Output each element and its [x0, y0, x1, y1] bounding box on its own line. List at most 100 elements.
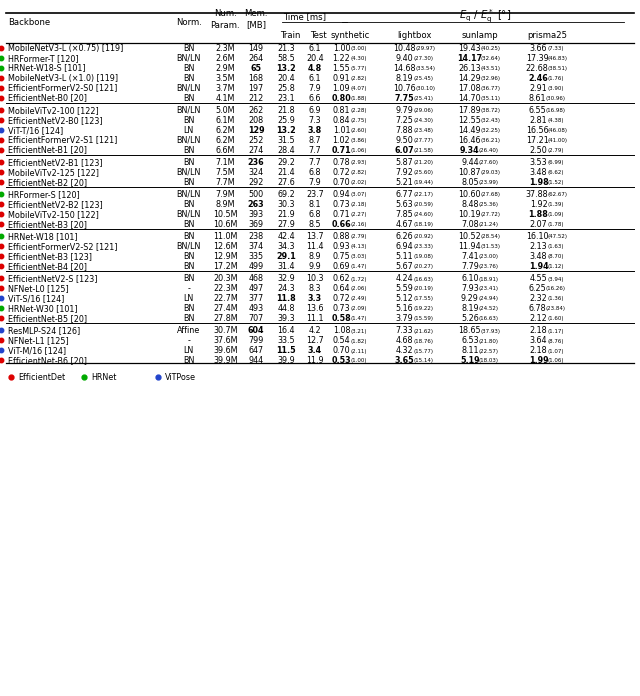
Text: BN: BN: [183, 116, 195, 125]
Text: 17.39: 17.39: [525, 54, 548, 63]
Text: 6.1: 6.1: [308, 74, 321, 83]
Text: 0.70: 0.70: [333, 177, 350, 187]
Text: NFNet-L0 [125]: NFNet-L0 [125]: [8, 284, 68, 293]
Text: 129: 129: [248, 126, 264, 134]
Text: (4.07): (4.07): [350, 86, 367, 91]
Text: 7.79: 7.79: [461, 262, 479, 271]
Text: 2.91: 2.91: [530, 84, 547, 93]
Text: 16.46: 16.46: [459, 136, 481, 145]
Text: 1.99: 1.99: [529, 356, 548, 365]
Text: (19.22): (19.22): [413, 306, 433, 312]
Text: 16.56: 16.56: [526, 126, 548, 134]
Text: 262: 262: [248, 106, 264, 115]
Text: 647: 647: [248, 346, 264, 355]
Text: 0.78: 0.78: [333, 158, 350, 166]
Text: 2.46: 2.46: [529, 74, 548, 83]
Text: (2.16): (2.16): [350, 223, 367, 228]
Text: 5.16: 5.16: [396, 303, 413, 313]
Text: 9.9: 9.9: [308, 262, 321, 271]
Text: (16.26): (16.26): [545, 287, 566, 292]
Text: (21.20): (21.20): [413, 160, 433, 166]
Text: 6.8: 6.8: [308, 168, 321, 177]
Text: 6.25: 6.25: [528, 284, 546, 293]
Text: 393: 393: [248, 209, 264, 219]
Text: 2.18: 2.18: [530, 326, 547, 335]
Text: (2.93): (2.93): [350, 160, 367, 166]
Text: 3.4: 3.4: [308, 346, 322, 355]
Text: (1.09): (1.09): [547, 212, 564, 217]
Text: 22.3M: 22.3M: [213, 284, 237, 293]
Text: 7.9M: 7.9M: [216, 190, 235, 199]
Text: 799: 799: [248, 336, 264, 345]
Text: 5.0M: 5.0M: [216, 106, 235, 115]
Text: EfficientNet-B1 [20]: EfficientNet-B1 [20]: [8, 145, 86, 155]
Text: 7.88: 7.88: [396, 126, 413, 134]
Text: 13.2: 13.2: [276, 63, 296, 72]
Text: 65: 65: [250, 63, 262, 72]
Text: (15.14): (15.14): [413, 358, 433, 363]
Text: (1.88): (1.88): [350, 96, 367, 102]
Text: 0.69: 0.69: [333, 262, 350, 271]
Text: 2.81: 2.81: [530, 116, 547, 125]
Text: EfficientNet-B3 [20]: EfficientNet-B3 [20]: [8, 220, 86, 229]
Text: 44.8: 44.8: [277, 303, 295, 313]
Text: (15.77): (15.77): [413, 349, 433, 354]
Text: (25.45): (25.45): [413, 77, 433, 81]
Text: 8.11: 8.11: [461, 346, 479, 355]
Text: 39.3: 39.3: [277, 314, 295, 323]
Text: 23.1: 23.1: [277, 93, 295, 102]
Text: 10.6M: 10.6M: [213, 220, 237, 229]
Text: (62.67): (62.67): [548, 192, 568, 198]
Text: 0.73: 0.73: [333, 200, 350, 209]
Text: 236: 236: [248, 158, 264, 166]
Text: 37.88: 37.88: [526, 190, 548, 199]
Text: (1.36): (1.36): [547, 296, 564, 301]
Text: 29.1: 29.1: [276, 252, 296, 261]
Text: 5.26: 5.26: [461, 314, 479, 323]
Text: 2.3M: 2.3M: [216, 44, 235, 53]
Text: BN: BN: [183, 44, 195, 53]
Text: 16.4: 16.4: [277, 326, 295, 335]
Text: 10.48: 10.48: [394, 44, 416, 53]
Text: 1.98: 1.98: [529, 177, 548, 187]
Text: (32.64): (32.64): [481, 56, 500, 61]
Text: (32.96): (32.96): [481, 77, 500, 81]
Text: BN/LN: BN/LN: [177, 168, 201, 177]
Text: (30.96): (30.96): [545, 96, 566, 102]
Text: 39.9M: 39.9M: [213, 356, 237, 365]
Text: 11.9: 11.9: [306, 356, 324, 365]
Text: 9.40: 9.40: [396, 54, 413, 63]
Text: 6.9: 6.9: [308, 106, 321, 115]
Text: 8.19: 8.19: [396, 74, 413, 83]
Text: 31.4: 31.4: [277, 262, 295, 271]
Text: 1.09: 1.09: [333, 84, 350, 93]
Text: 3.5M: 3.5M: [216, 74, 235, 83]
Text: 0.53: 0.53: [332, 356, 351, 365]
Text: 14.49: 14.49: [459, 126, 481, 134]
Text: (3.00): (3.00): [350, 47, 367, 52]
Text: (1.72): (1.72): [350, 276, 367, 281]
Text: 6.6: 6.6: [308, 93, 321, 102]
Text: lightbox: lightbox: [397, 31, 432, 40]
Text: BN: BN: [183, 220, 195, 229]
Text: 324: 324: [248, 168, 264, 177]
Text: Train: Train: [280, 31, 300, 40]
Text: 6.78: 6.78: [528, 303, 546, 313]
Text: $E_\mathrm{q}$ / $E_\mathrm{q}^*$ [°]: $E_\mathrm{q}$ / $E_\mathrm{q}^*$ [°]: [460, 8, 511, 26]
Text: (25.36): (25.36): [478, 203, 499, 207]
Text: 6.94: 6.94: [396, 242, 413, 251]
Text: 5.21: 5.21: [396, 177, 413, 187]
Text: (24.94): (24.94): [478, 296, 499, 301]
Text: 10.3: 10.3: [306, 274, 324, 283]
Text: 2.18: 2.18: [530, 346, 547, 355]
Text: LN: LN: [184, 346, 194, 355]
Text: 4.55: 4.55: [530, 274, 547, 283]
Text: 3.8: 3.8: [308, 126, 322, 134]
Text: 0.70: 0.70: [333, 346, 350, 355]
Text: BN: BN: [183, 177, 195, 187]
Text: (1.12): (1.12): [547, 264, 564, 269]
Text: 9.44: 9.44: [461, 158, 479, 166]
Text: 6.55: 6.55: [528, 106, 546, 115]
Text: (26.40): (26.40): [478, 148, 499, 153]
Text: (1.78): (1.78): [547, 223, 564, 228]
